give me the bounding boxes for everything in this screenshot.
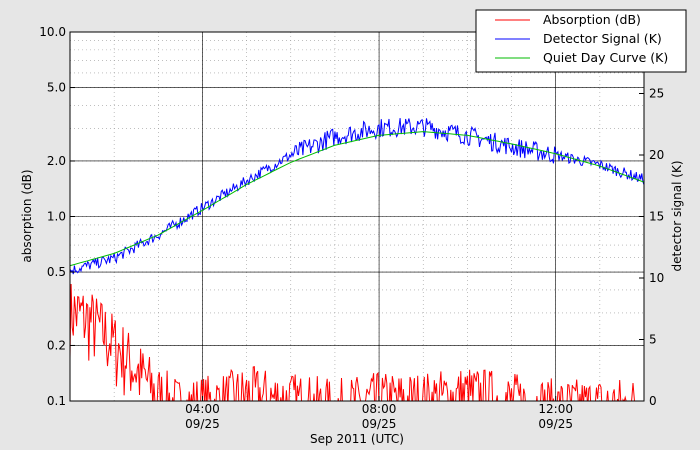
absorption-series — [70, 283, 635, 401]
y-left-tick-label: 0.1 — [47, 394, 66, 408]
left-axis-ticks: 0.1 0.2 0.5 1.0 2.0 5.0 10.0 — [39, 25, 75, 408]
x-tick-label-time: 12:00 — [538, 402, 573, 416]
y-left-tick-label: 1.0 — [47, 210, 66, 224]
y-left-tick-label: 5.0 — [47, 81, 66, 95]
x-tick-label-date: 09/25 — [538, 417, 573, 431]
x-tick-label-time: 08:00 — [362, 402, 397, 416]
x-axis-label: Sep 2011 (UTC) — [310, 432, 404, 446]
y-right-tick-label: 25 — [649, 87, 664, 101]
y-left-tick-label: 10.0 — [39, 25, 66, 39]
legend-label-absorption: Absorption (dB) — [543, 12, 641, 27]
y-right-tick-label: 20 — [649, 148, 664, 162]
right-axis-ticks: 0 5 10 15 20 25 — [639, 87, 664, 408]
x-tick-label-time: 04:00 — [185, 402, 220, 416]
y-right-tick-label: 5 — [649, 333, 657, 347]
y-left-tick-label: 0.2 — [47, 338, 66, 352]
y-axis-label-left: absorption (dB) — [20, 169, 34, 262]
legend-label-quiet-day: Quiet Day Curve (K) — [543, 50, 668, 65]
major-grid — [70, 31, 644, 402]
x-tick-label-date: 09/25 — [362, 417, 397, 431]
y-axis-label-right: detector signal (K) — [670, 160, 684, 271]
y-left-tick-label: 2.0 — [47, 154, 66, 168]
quiet-day-curve-series — [70, 131, 644, 267]
series-layer — [70, 118, 644, 401]
y-left-tick-label: 0.5 — [47, 265, 66, 279]
x-tick-label-date: 09/25 — [185, 417, 220, 431]
y-right-tick-label: 15 — [649, 210, 664, 224]
y-right-tick-label: 10 — [649, 271, 664, 285]
y-right-tick-label: 0 — [649, 394, 657, 408]
legend-label-detector: Detector Signal (K) — [543, 31, 662, 46]
legend: Absorption (dB) Detector Signal (K) Quie… — [475, 9, 687, 73]
